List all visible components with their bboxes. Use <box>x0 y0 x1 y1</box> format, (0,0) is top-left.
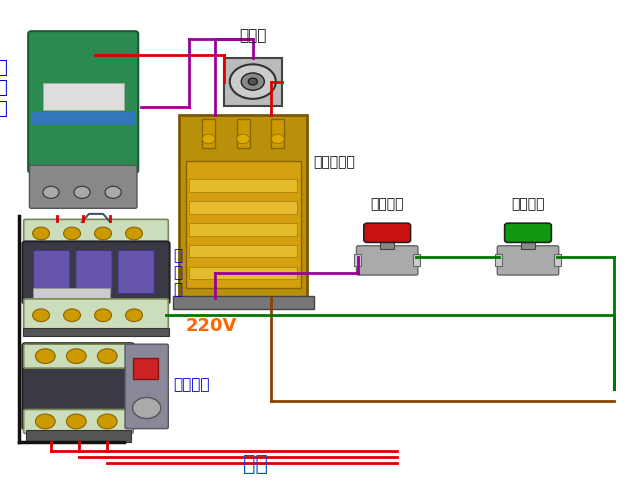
Bar <box>132 358 158 379</box>
FancyBboxPatch shape <box>118 251 154 294</box>
Bar <box>43 83 124 110</box>
Bar <box>354 254 361 266</box>
Circle shape <box>248 78 257 85</box>
Text: 隔离变压器: 隔离变压器 <box>314 155 355 169</box>
Bar <box>413 254 420 266</box>
FancyBboxPatch shape <box>76 251 112 294</box>
Bar <box>189 201 297 214</box>
FancyBboxPatch shape <box>24 299 168 331</box>
Bar <box>186 161 301 288</box>
FancyBboxPatch shape <box>33 251 70 294</box>
Circle shape <box>241 73 264 90</box>
Bar <box>189 266 297 279</box>
Bar <box>189 223 297 236</box>
Bar <box>33 288 110 299</box>
FancyBboxPatch shape <box>24 409 133 433</box>
Bar <box>521 238 535 249</box>
Bar <box>237 119 250 148</box>
Circle shape <box>237 134 250 144</box>
Text: 负载: 负载 <box>243 455 268 474</box>
Circle shape <box>202 134 215 144</box>
FancyBboxPatch shape <box>24 219 168 248</box>
Circle shape <box>33 309 49 322</box>
Circle shape <box>95 309 111 322</box>
Circle shape <box>125 227 143 240</box>
Circle shape <box>97 349 117 363</box>
FancyBboxPatch shape <box>497 246 559 275</box>
Circle shape <box>63 227 81 240</box>
FancyBboxPatch shape <box>22 241 170 304</box>
Circle shape <box>95 227 111 240</box>
Text: 启动按钮: 启动按钮 <box>511 197 545 211</box>
Circle shape <box>97 414 117 429</box>
FancyBboxPatch shape <box>504 223 551 242</box>
Text: 断
路
器: 断 路 器 <box>0 59 6 118</box>
Bar <box>189 179 297 192</box>
Circle shape <box>43 186 59 198</box>
FancyBboxPatch shape <box>364 223 411 242</box>
Bar <box>224 58 282 106</box>
Text: 熔断器: 熔断器 <box>239 28 266 43</box>
Bar <box>23 328 169 336</box>
Circle shape <box>35 349 55 363</box>
Text: 停止按钮: 停止按钮 <box>371 197 404 211</box>
Circle shape <box>67 414 86 429</box>
Circle shape <box>35 414 55 429</box>
Bar <box>189 245 297 257</box>
Circle shape <box>230 64 276 99</box>
Circle shape <box>33 227 49 240</box>
FancyBboxPatch shape <box>29 165 137 208</box>
FancyBboxPatch shape <box>356 246 418 275</box>
Circle shape <box>125 309 143 322</box>
Text: 热继电器: 热继电器 <box>173 377 209 392</box>
Text: 接
触
器: 接 触 器 <box>173 248 182 298</box>
Bar <box>179 115 307 298</box>
Bar <box>271 119 284 148</box>
FancyBboxPatch shape <box>125 344 168 429</box>
Circle shape <box>67 349 86 363</box>
Circle shape <box>74 186 90 198</box>
Circle shape <box>132 397 161 419</box>
Bar <box>202 119 215 148</box>
Bar <box>31 112 135 125</box>
Text: 220V: 220V <box>186 317 237 335</box>
Bar <box>26 430 131 442</box>
Circle shape <box>105 186 121 198</box>
Bar <box>380 238 394 249</box>
Bar <box>554 254 561 266</box>
Bar <box>495 254 502 266</box>
FancyBboxPatch shape <box>22 343 134 430</box>
Circle shape <box>271 134 284 144</box>
Bar <box>173 296 314 309</box>
FancyBboxPatch shape <box>24 344 133 368</box>
Circle shape <box>63 309 81 322</box>
FancyBboxPatch shape <box>28 31 138 173</box>
